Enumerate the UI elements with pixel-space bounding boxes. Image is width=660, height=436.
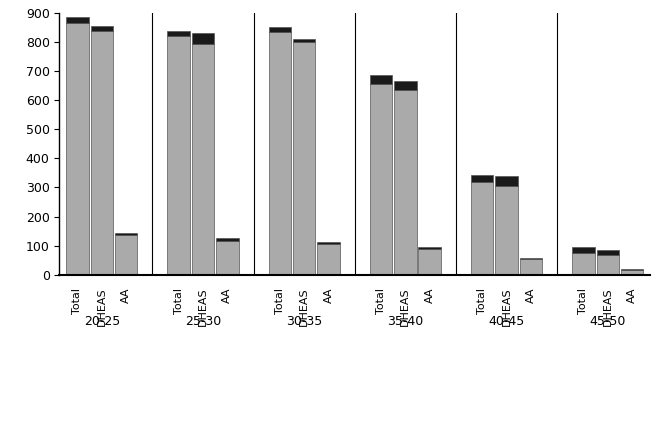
Text: DHEAS: DHEAS <box>198 288 208 327</box>
Bar <box>293 39 315 42</box>
Bar <box>597 250 619 255</box>
Bar <box>191 44 214 275</box>
Bar <box>66 23 88 275</box>
Bar <box>394 90 416 275</box>
Bar <box>370 84 392 275</box>
Text: Total: Total <box>174 288 183 314</box>
Text: Total: Total <box>376 288 386 314</box>
Text: 40-45: 40-45 <box>488 315 525 328</box>
Text: 20-25: 20-25 <box>84 315 120 328</box>
Bar <box>90 26 113 31</box>
Text: Total: Total <box>477 288 487 314</box>
Bar <box>293 42 315 275</box>
Text: AA: AA <box>222 288 232 303</box>
Bar <box>269 32 291 275</box>
Bar <box>519 259 542 275</box>
Bar <box>370 75 392 84</box>
Bar <box>495 186 518 275</box>
Bar <box>394 81 416 90</box>
Bar <box>495 177 518 186</box>
Text: AA: AA <box>121 288 131 303</box>
Bar <box>317 244 340 275</box>
Text: DHEAS: DHEAS <box>299 288 309 327</box>
Text: DHEAS: DHEAS <box>502 288 512 327</box>
Bar <box>115 233 137 235</box>
Text: Total: Total <box>73 288 82 314</box>
Text: AA: AA <box>526 288 536 303</box>
Bar <box>216 238 238 241</box>
Bar <box>90 31 113 275</box>
Bar <box>572 253 595 275</box>
Text: AA: AA <box>627 288 637 303</box>
Bar <box>269 27 291 32</box>
Bar <box>168 31 190 36</box>
Bar <box>216 241 238 275</box>
Bar <box>115 235 137 275</box>
Bar <box>471 182 494 275</box>
Text: 35-40: 35-40 <box>387 315 424 328</box>
Text: 25-30: 25-30 <box>185 315 221 328</box>
Text: DHEAS: DHEAS <box>401 288 411 327</box>
Bar <box>418 247 441 249</box>
Bar <box>621 269 644 270</box>
Bar <box>621 270 644 275</box>
Text: DHEAS: DHEAS <box>603 288 612 327</box>
Text: 45-50: 45-50 <box>589 315 626 328</box>
Bar <box>66 17 88 23</box>
Bar <box>597 255 619 275</box>
Text: 30-35: 30-35 <box>286 315 322 328</box>
Text: Total: Total <box>578 288 588 314</box>
Bar <box>572 247 595 253</box>
Bar <box>519 258 542 259</box>
Bar <box>418 249 441 275</box>
Text: AA: AA <box>425 288 435 303</box>
Text: AA: AA <box>323 288 333 303</box>
Bar <box>471 175 494 182</box>
Text: Total: Total <box>275 288 284 314</box>
Text: DHEAS: DHEAS <box>97 288 107 327</box>
Bar <box>168 36 190 275</box>
Bar <box>191 34 214 44</box>
Bar <box>317 242 340 244</box>
